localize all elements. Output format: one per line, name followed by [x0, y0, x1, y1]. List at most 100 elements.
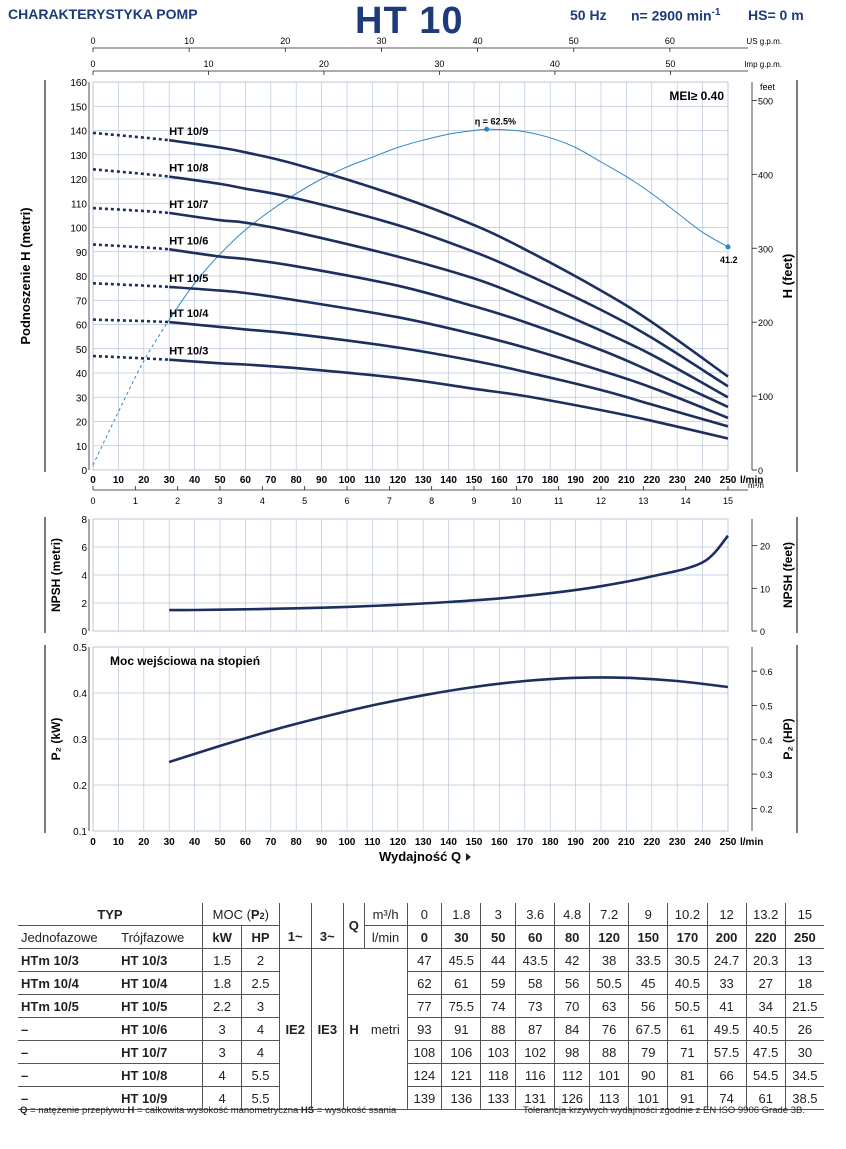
us-tick-label: 60 — [665, 36, 675, 46]
x-tick-label: 100 — [339, 475, 356, 486]
x-tick-label: 120 — [389, 837, 406, 848]
us-tick-label: 10 — [184, 36, 194, 46]
head-value: 66 — [706, 1063, 747, 1087]
efficiency-peak-point — [484, 126, 490, 132]
head-value: 61 — [441, 971, 481, 995]
y2-tick-label: 400 — [758, 170, 773, 180]
jednofazowe-header: Jednofazowe — [18, 925, 119, 949]
single-phase-model: – — [18, 1040, 119, 1064]
power-kw: 2.2 — [201, 994, 242, 1018]
speed-value: n= 2900 min — [631, 7, 712, 24]
power-chart: 0.1 0.2 0.3 0.4 0.5 0.2 0.3 0.4 0.5 0.6 P₂ (kW) P₂ … — [44, 643, 798, 864]
footer-q-key: Q — [20, 1105, 28, 1116]
y-tick-label: 0 — [81, 627, 87, 638]
imp-tick-label: 0 — [90, 59, 95, 69]
x-tick-label: 0 — [90, 475, 96, 486]
q-header: Q — [342, 903, 365, 949]
y2-tick-label: 0.3 — [760, 770, 773, 780]
y2-tick-label: 200 — [758, 318, 773, 328]
y2-tick-label: 0 — [758, 466, 763, 476]
table-header-row-2: Jednofazowe Trójfazowe kW HP 1~ 3~ l/min… — [18, 925, 824, 949]
imp-unit-label: Imp g.p.m. — [744, 60, 782, 69]
kw-header: kW — [201, 925, 242, 949]
y-tick-label: 0.3 — [73, 735, 87, 746]
head-value: 44 — [480, 948, 516, 972]
imp-tick-label: 40 — [550, 59, 560, 69]
footer-legend: Q = natężenie przepływu H = całkowita wy… — [20, 1105, 396, 1116]
y2-tick-label: 0.5 — [760, 701, 773, 711]
y-tick-label: 0 — [81, 466, 87, 477]
footer-hs-desc: = wysokość ssania — [314, 1105, 397, 1116]
table-row: – HT 10/9 4 5.5 139 136 133 131 126 113 101 91 74 61 3… — [18, 1086, 824, 1110]
x-tick-label: 120 — [389, 475, 406, 486]
y2-tick-label: 0 — [760, 627, 765, 637]
x-tick-label: 140 — [440, 837, 457, 848]
m3h-tick-label: 7 — [387, 496, 392, 506]
single-phase-model: HTm 10/4 — [18, 971, 119, 995]
three-phase-model: HT 10/3 — [118, 948, 203, 972]
y-tick-label: 0.5 — [73, 643, 87, 654]
x-tick-label: 10 — [113, 475, 125, 486]
head-value: 84 — [554, 1017, 590, 1041]
moc-header: MOC (P2) — [201, 903, 280, 926]
lmin-5: 120 — [589, 925, 629, 949]
m3h-tick-label: 3 — [217, 496, 222, 506]
head-value: 27 — [745, 971, 786, 995]
x-tick-label: 190 — [567, 837, 584, 848]
head-value: 34.5 — [784, 1063, 824, 1087]
x-tick-label: 80 — [291, 475, 303, 486]
head-value: 73 — [515, 994, 555, 1018]
head-value: 91 — [667, 1086, 707, 1110]
head-value: 126 — [554, 1086, 590, 1110]
head-value: 47 — [406, 948, 442, 972]
single-phase-model: – — [18, 1017, 119, 1041]
single-phase-model: – — [18, 1086, 119, 1110]
head-value: 70 — [554, 994, 590, 1018]
m3h-5: 7.2 — [589, 903, 629, 926]
head-value: 49.5 — [706, 1017, 747, 1041]
y2-tick-label: 20 — [760, 542, 770, 552]
head-value: 103 — [480, 1040, 516, 1064]
m3h-tick-label: 11 — [554, 496, 563, 506]
y2-tick-label: 0.4 — [760, 736, 773, 746]
x-tick-label: 0 — [90, 837, 96, 848]
y-tick-label: 0.2 — [73, 781, 87, 792]
pump-curve-label: HT 10/8 — [169, 163, 208, 175]
hp-header: HP — [241, 925, 280, 949]
m3h-tick-label: 5 — [302, 496, 307, 506]
x-tick-label: 150 — [466, 837, 483, 848]
power-kw: 1.5 — [201, 948, 242, 972]
head-value: 50.5 — [589, 971, 629, 995]
chart-title: Moc wejściowa na stopień — [110, 654, 260, 668]
x-tick-label: 230 — [669, 475, 686, 486]
y-tick-label: 130 — [70, 151, 87, 162]
y-tick-label: 70 — [76, 296, 88, 307]
x-tick-label: 210 — [618, 837, 635, 848]
efficiency-peak-label: η = 62.5% — [475, 116, 516, 126]
head-value: 98 — [554, 1040, 590, 1064]
m3h-2: 3 — [480, 903, 516, 926]
head-value: 61 — [667, 1017, 707, 1041]
y2-axis-title: NPSH (feet) — [781, 542, 795, 608]
x-unit-label: l/min — [740, 475, 763, 486]
imp-tick-label: 10 — [203, 59, 213, 69]
us-tick-label: 40 — [473, 36, 483, 46]
head-value: 21.5 — [784, 994, 824, 1018]
pump-curve-label: HT 10/4 — [169, 308, 209, 320]
head-value: 54.5 — [745, 1063, 786, 1087]
power-kw: 4 — [201, 1063, 242, 1087]
x-tick-label: 140 — [440, 475, 457, 486]
head-value: 41 — [706, 994, 747, 1018]
x-tick-label: 30 — [164, 475, 176, 486]
lmin-7: 170 — [667, 925, 707, 949]
power-hp: 2.5 — [241, 971, 280, 995]
x-tick-label: 90 — [316, 837, 328, 848]
table-row: HTm 10/5 HT 10/5 2.2 3 77 75.5 74 73 70 63 56 50.5 4… — [18, 994, 824, 1018]
pump-curve — [169, 248, 729, 409]
pump-curve — [169, 358, 729, 440]
pump-curve-dotted — [92, 282, 170, 289]
footer-h-key: H — [127, 1105, 135, 1116]
head-value: 101 — [628, 1086, 668, 1110]
m3h-10: 15 — [784, 903, 824, 926]
head-value: 139 — [406, 1086, 442, 1110]
